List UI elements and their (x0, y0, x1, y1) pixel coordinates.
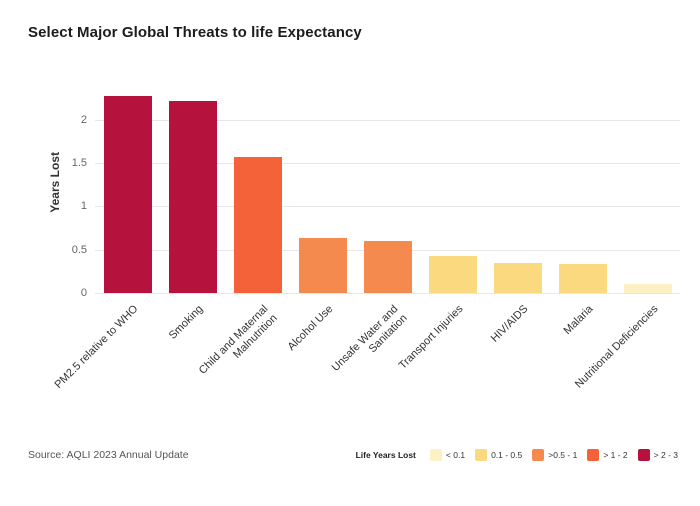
legend-label: 0.1 - 0.5 (491, 450, 523, 460)
legend-item: < 0.1 (429, 449, 466, 461)
legend-label: >0.5 - 1 (548, 450, 578, 460)
bar[interactable] (493, 262, 542, 293)
gridline (95, 163, 680, 164)
legend-swatch (637, 449, 650, 461)
gridline (95, 293, 680, 294)
bar[interactable] (103, 96, 152, 293)
y-tick-label: 0 (80, 287, 87, 299)
y-tick-label: 0.5 (71, 243, 87, 256)
bar[interactable] (233, 156, 282, 293)
legend-item: >0.5 - 1 (532, 449, 577, 461)
legend-title: Life Years Lost (355, 450, 416, 460)
legend-swatch (587, 449, 600, 461)
legend-swatch (475, 449, 488, 461)
legend-swatch (532, 449, 545, 461)
legend-item: 0.1 - 0.5 (475, 449, 522, 461)
chart-title: Select Major Global Threats to life Expe… (28, 24, 362, 41)
gridline (95, 119, 680, 121)
y-tick-label: 2 (80, 113, 87, 126)
y-tick-label: 1.5 (71, 157, 87, 169)
bar[interactable] (623, 284, 672, 293)
gridline (95, 206, 680, 208)
legend-label: > 1 - 2 (603, 450, 628, 460)
legend-label: < 0.1 (445, 450, 466, 460)
legend-item: > 2 - 3 (637, 449, 678, 461)
plot-area: 0 0.5 1 1.5 2 PM2.5 relative to WHO Smoking Chi… (52, 85, 680, 391)
bar[interactable] (428, 255, 477, 293)
bar[interactable] (298, 237, 347, 293)
legend-item: > 1 - 2 (587, 449, 628, 461)
bar[interactable] (558, 264, 607, 293)
bar[interactable] (168, 101, 217, 293)
legend: Life Years Lost < 0.1 0.1 - 0.5 >0.5 - 1 > … (356, 449, 678, 461)
y-tick-label: 1 (80, 200, 87, 213)
source-note: Source: AQLI 2023 Annual Update (28, 449, 189, 461)
legend-label: > 2 - 3 (653, 450, 678, 460)
legend-swatch (429, 449, 442, 461)
chart-footer: Source: AQLI 2023 Annual Update Life Yea… (28, 449, 678, 461)
bar[interactable] (363, 241, 412, 293)
